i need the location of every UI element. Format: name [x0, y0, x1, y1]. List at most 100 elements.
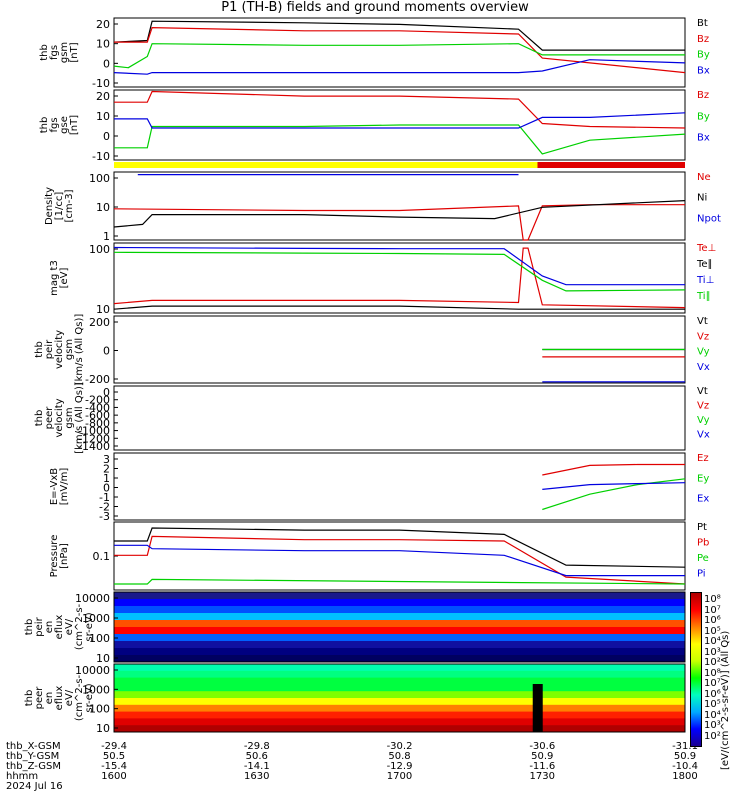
- y-label-line: thb: [34, 410, 45, 427]
- y-axis-label: thb peir velocity gsm [km/s (All Qs)]: [34, 314, 85, 386]
- ephem-row-label: thb_X-GSM: [6, 741, 61, 752]
- ephem-value: 50.5: [103, 751, 125, 762]
- y-tick-label: -200: [85, 373, 110, 386]
- colorbar-tick-label: 10⁴: [704, 709, 721, 721]
- y-tick-label: 0.1: [93, 550, 111, 563]
- colorbar-tick-label: 10⁵: [704, 699, 721, 710]
- legend-entry: Vz: [697, 401, 709, 412]
- y-label-line: E=-VxB: [49, 468, 60, 505]
- y-tick-label: 0: [103, 130, 110, 143]
- legend-entry: Vt: [697, 386, 708, 397]
- y-tick-label: 100: [89, 703, 110, 716]
- y-axis-label: thb peir en eflux eV/(cm^2-s-sr-eV): [24, 603, 95, 650]
- y-tick-label: 100: [89, 243, 110, 256]
- legend-entry: Vt: [697, 316, 708, 327]
- y-tick-label: -10: [92, 150, 110, 163]
- y-axis-label: Density [1/cc] [cm-3]: [44, 187, 75, 225]
- y-tick-label: 100: [89, 172, 110, 185]
- y-label-line: thb: [24, 619, 35, 636]
- ephem-value: 1730: [530, 771, 555, 782]
- y-tick-label: 10: [96, 722, 110, 735]
- page-title: P1 (TH-B) fields and ground moments over…: [221, 0, 529, 15]
- ephem-row-label: thb_Z-GSM: [6, 761, 61, 772]
- series-Ti⊥: [113, 246, 685, 286]
- panel-density: 100 10 1 Density [1/cc] [cm-3] Ne Ni Npot: [44, 171, 721, 243]
- y-label-line: (cm^2-s-: [74, 674, 85, 721]
- series-Bt: [113, 20, 685, 51]
- y-label-line: Density: [44, 187, 55, 225]
- y-tick-label: 10000: [75, 664, 110, 677]
- y-tick-label: 10: [96, 652, 110, 665]
- spectrogram-band: [114, 627, 685, 635]
- y-tick-label: 1000: [82, 612, 110, 625]
- legend-entry: Npot: [697, 213, 721, 224]
- y-tick-label: 20: [96, 90, 110, 103]
- y-label-line: [1/cc]: [54, 192, 65, 221]
- legend-entry: Te⊥: [696, 243, 716, 254]
- panel-frame: [113, 171, 686, 241]
- panel-frame: [113, 663, 686, 733]
- legend-entry: Bx: [697, 65, 710, 76]
- legend-entry: Ex: [697, 494, 709, 505]
- ephem-value: -15.4: [101, 761, 127, 772]
- legend-entry: Ey: [697, 473, 709, 484]
- y-axis-label: thb fgs gse [nT]: [39, 115, 80, 135]
- y-tick-label: 0: [103, 345, 110, 358]
- legend-entry: Ti⊥: [696, 275, 714, 286]
- y-label-line: [nPa]: [59, 543, 70, 569]
- ephem-value: -30.6: [529, 741, 555, 752]
- y-tick-label: -200: [85, 394, 110, 407]
- y-tick-label: 0: [103, 386, 110, 399]
- ephem-value: -29.8: [244, 741, 270, 752]
- spectrogram-band: [114, 670, 685, 679]
- y-label-line: eflux: [54, 686, 65, 711]
- y-tick-label: 2: [103, 463, 110, 476]
- y-axis-label: mag t3 [eV]: [49, 260, 70, 296]
- spectrogram-band: [114, 641, 685, 649]
- spectrogram-band: [114, 711, 685, 719]
- series-Ex: [542, 482, 686, 490]
- ephem-value: 1600: [101, 771, 126, 782]
- y-tick-label: -2: [99, 501, 110, 514]
- legend-entry: Vy: [697, 347, 710, 358]
- ephem-value: 50.6: [246, 751, 268, 762]
- legend-entry: By: [697, 50, 710, 61]
- y-tick-label: 10: [96, 110, 110, 123]
- y-label-line: peer: [34, 686, 45, 710]
- y-label-line: sr-eV): [84, 612, 95, 641]
- y-label-line: gsm: [59, 42, 70, 63]
- ephem-value: 50.9: [674, 751, 696, 762]
- ephem-value: -30.2: [387, 741, 413, 752]
- y-label-line: gsm: [64, 339, 75, 360]
- spectrogram-band: [114, 606, 685, 614]
- legend-entry: Te∥: [696, 259, 713, 270]
- legend-entry: Vz: [697, 331, 709, 342]
- spectrogram-band: [114, 613, 685, 621]
- y-label-line: fgs: [49, 45, 60, 60]
- spectrogram-band: [114, 718, 685, 726]
- legend-entry: Pt: [697, 522, 707, 533]
- y-label-line: en: [44, 621, 55, 634]
- panel-fgs-gsm: 20 10 0 -10 thb fgs gsm [nT] Bt Bz By Bx: [39, 17, 710, 90]
- y-axis-label: E=-VxB [mV/m]: [49, 468, 70, 506]
- legend-entry: Pe: [697, 553, 709, 564]
- legend-entry: Pi: [697, 569, 706, 580]
- series-Ne: [113, 204, 685, 241]
- spectrogram-band: [114, 634, 685, 642]
- spectrogram-band: [114, 664, 685, 672]
- y-tick-label: -800: [85, 417, 110, 430]
- colorbar-tick-label: 10²: [704, 657, 721, 668]
- y-label-line: thb: [34, 341, 45, 358]
- spectrogram-band: [114, 677, 685, 685]
- series-Ti∥: [113, 251, 686, 292]
- y-label-line: peir: [34, 616, 45, 636]
- ephem-value: 1800: [672, 771, 697, 782]
- ephem-row-label: thb_Y-GSM: [6, 751, 59, 762]
- series-Bx: [113, 59, 686, 75]
- y-tick-label: 10: [96, 201, 110, 214]
- colorbar-tick-label: 10⁴: [704, 636, 721, 647]
- series-Ey: [542, 478, 686, 511]
